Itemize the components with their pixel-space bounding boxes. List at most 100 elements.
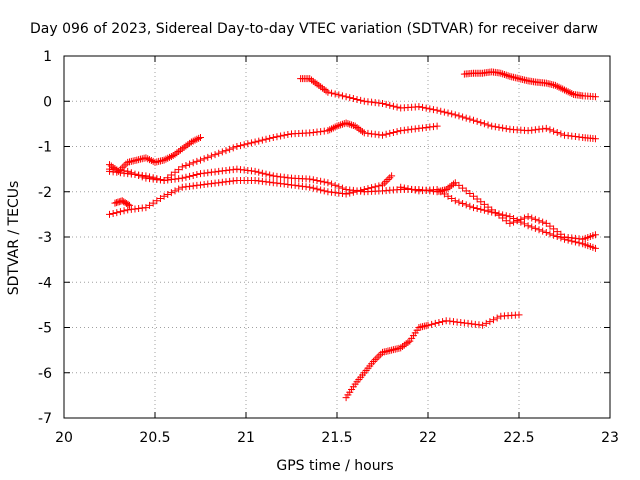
data-point (553, 82, 561, 90)
data-point (484, 121, 492, 129)
data-point (308, 76, 316, 84)
data-point (251, 138, 259, 146)
data-point (591, 231, 599, 239)
y-tick-label: -3 (38, 230, 52, 246)
data-point (397, 344, 405, 352)
data-point (486, 318, 494, 326)
data-point (186, 160, 194, 168)
data-point (266, 171, 274, 179)
data-point (426, 105, 434, 113)
data-point (349, 188, 357, 196)
data-point (355, 125, 363, 133)
data-point (175, 166, 183, 174)
data-point (419, 103, 427, 111)
data-point (393, 128, 401, 136)
data-point (118, 197, 126, 205)
series-2 (106, 119, 441, 184)
data-point (153, 197, 161, 205)
data-point (451, 179, 459, 187)
data-point (488, 122, 496, 130)
y-axis-label: SDTVAR / TECUs (6, 181, 22, 296)
data-point (324, 127, 332, 135)
data-point (546, 222, 554, 230)
data-point (342, 93, 350, 101)
data-point (344, 120, 352, 128)
data-point (561, 235, 568, 243)
data-point (189, 137, 197, 145)
data-point (473, 117, 481, 125)
plot-frame (63, 55, 611, 419)
data-point (120, 207, 128, 215)
data-point (255, 137, 263, 145)
data-point (551, 81, 559, 89)
data-point (333, 122, 341, 130)
data-point (186, 139, 194, 147)
data-point (500, 70, 508, 78)
data-point (262, 170, 270, 178)
data-point (557, 84, 565, 92)
data-point (568, 237, 576, 245)
data-point (470, 192, 477, 200)
data-point (338, 92, 346, 100)
data-point (284, 131, 292, 139)
y-tick-label: 0 (43, 94, 52, 110)
data-point (524, 222, 532, 230)
data-point (455, 181, 463, 189)
data-point (561, 86, 568, 94)
data-point (502, 125, 510, 133)
data-point (528, 214, 536, 222)
data-point (120, 198, 128, 206)
data-point (189, 171, 197, 179)
data-point (180, 143, 188, 151)
data-point (266, 134, 274, 142)
data-point (439, 318, 447, 326)
data-marks (106, 68, 599, 402)
data-point (233, 143, 241, 150)
data-point (435, 319, 443, 327)
data-point (433, 185, 441, 193)
data-point (258, 169, 266, 177)
data-point (440, 190, 448, 198)
data-point (360, 185, 368, 193)
data-point (309, 176, 317, 184)
data-point (338, 120, 346, 128)
data-point (382, 100, 390, 108)
data-point (164, 154, 172, 162)
data-point (113, 209, 121, 217)
data-point (147, 157, 155, 165)
data-point (269, 133, 277, 141)
y-tick-label: -1 (38, 140, 52, 156)
data-point (557, 130, 565, 138)
data-point (358, 128, 366, 136)
data-point (167, 152, 175, 160)
data-point (331, 181, 339, 189)
data-point (164, 190, 172, 198)
data-point (535, 217, 543, 225)
data-point (444, 192, 452, 200)
data-point (251, 167, 259, 175)
data-point (153, 175, 161, 183)
data-point (591, 93, 599, 101)
data-point (175, 147, 183, 155)
data-point (335, 91, 343, 99)
data-point (368, 184, 376, 192)
data-point (178, 174, 186, 182)
data-point (204, 153, 212, 161)
data-point (324, 88, 332, 96)
x-tick-label: 21.5 (321, 430, 352, 446)
data-point (371, 183, 379, 191)
data-point (400, 341, 408, 349)
data-point (528, 223, 536, 231)
data-point (562, 87, 570, 95)
x-tick-label: 22 (419, 430, 437, 446)
data-point (433, 106, 441, 114)
data-point (317, 177, 325, 185)
data-point (399, 343, 407, 351)
data-point (335, 122, 343, 130)
data-point (373, 354, 381, 362)
data-point (375, 182, 383, 190)
data-point (277, 132, 285, 140)
data-point (186, 172, 194, 180)
data-point (195, 134, 203, 142)
data-point (318, 84, 326, 92)
